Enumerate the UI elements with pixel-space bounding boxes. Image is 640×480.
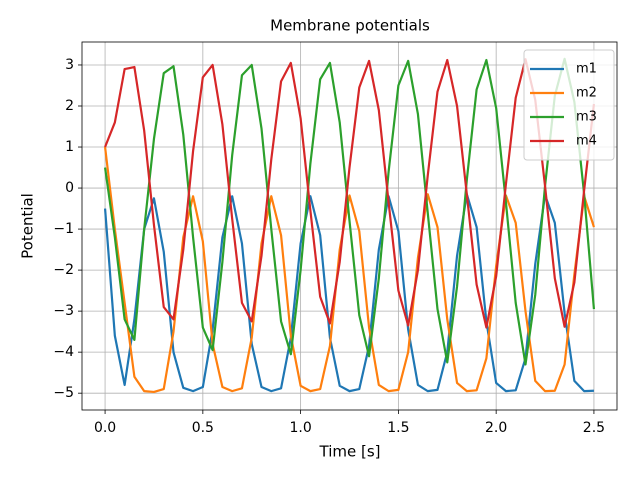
chart-title: Membrane potentials — [270, 17, 430, 35]
x-tick-label: 1.0 — [289, 420, 311, 436]
series-line — [103, 193, 594, 393]
y-tick-label: −4 — [53, 344, 74, 360]
y-tick-label: 0 — [65, 180, 74, 196]
legend-box — [523, 49, 615, 161]
legend-label: m1 — [576, 62, 597, 77]
y-tick-label: −2 — [53, 262, 74, 278]
y-tick-label: 1 — [65, 139, 74, 155]
x-tick-label: 0.5 — [192, 420, 214, 436]
legend: m1 m2 m3 m4 — [523, 49, 615, 161]
y-tick-label: 3 — [65, 57, 74, 73]
axes: 0.0 0.5 1.0 1.5 2.0 2.5 −5 −4 −3 −2 −1 0 1 2 3 — [53, 41, 618, 436]
y-tick-label: −3 — [53, 303, 74, 319]
legend-label: m2 — [576, 86, 597, 101]
y-tick-label: −5 — [53, 385, 74, 401]
legend-label: m4 — [576, 134, 597, 149]
plot-frame — [81, 41, 618, 411]
y-tick-label: 2 — [65, 98, 74, 114]
series-line — [104, 58, 596, 329]
series-line — [103, 57, 596, 366]
x-axis-label: Time [s] — [319, 443, 381, 461]
x-tick-label: 2.5 — [583, 420, 605, 436]
legend-label: m3 — [576, 110, 597, 125]
x-tick-label: 2.0 — [485, 420, 507, 436]
y-axis-label: Potential — [19, 193, 37, 259]
x-tick-label: 0.0 — [94, 420, 116, 436]
plot-lines — [103, 57, 596, 394]
y-tick-label: −1 — [53, 221, 74, 237]
x-tick-label: 1.5 — [387, 420, 409, 436]
